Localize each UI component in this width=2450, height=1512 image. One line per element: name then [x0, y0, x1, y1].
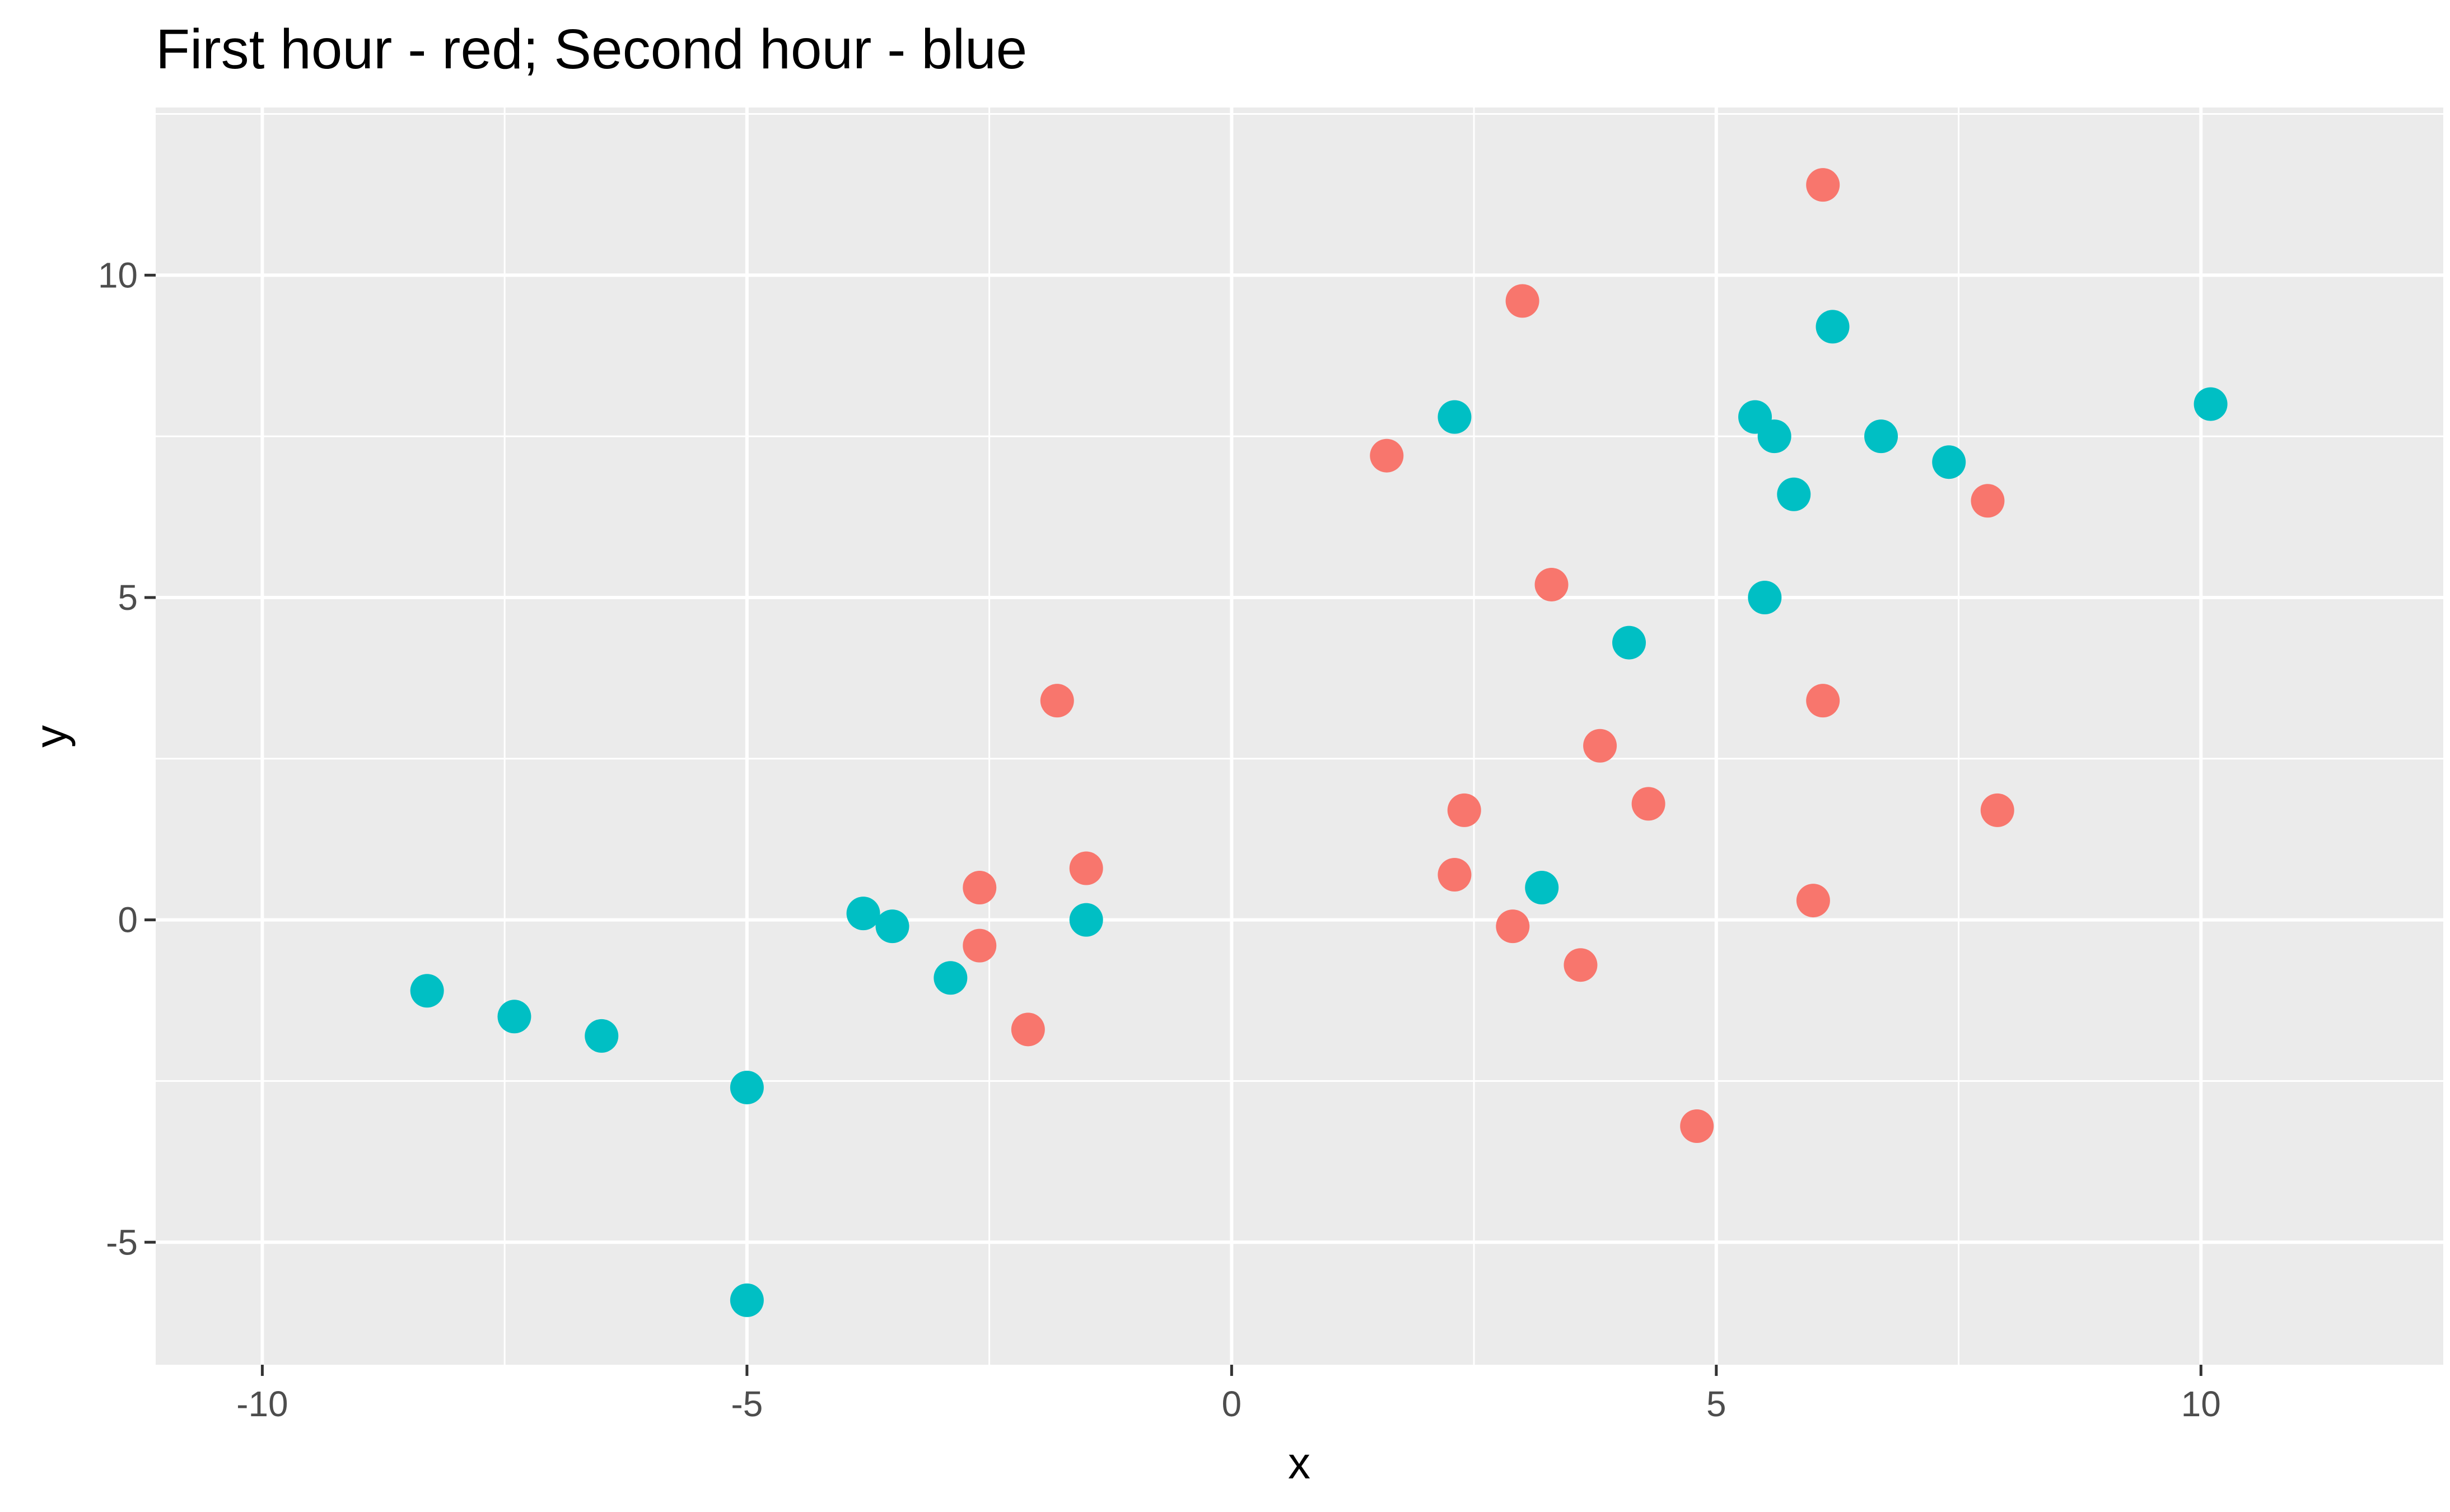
data-point-first-hour [1040, 684, 1074, 718]
data-point-first-hour [1806, 168, 1840, 202]
data-point-second-hour [1438, 400, 1472, 434]
data-point-second-hour [1816, 310, 1850, 344]
y-axis-title: y [26, 725, 76, 748]
data-point-second-hour [934, 961, 968, 995]
data-point-second-hour [1777, 477, 1811, 511]
data-point-first-hour [1583, 729, 1617, 763]
x-tick-labels: -10 -5 0 5 10 [236, 1384, 2221, 1424]
x-tick-label: 5 [1706, 1384, 1726, 1424]
data-point-first-hour [1438, 858, 1472, 892]
data-point-second-hour [410, 974, 444, 1008]
data-point-second-hour [730, 1070, 764, 1104]
data-point-first-hour [1806, 684, 1840, 718]
x-axis-title: x [1288, 1438, 1310, 1488]
data-point-first-hour [1011, 1012, 1045, 1047]
data-point-first-hour [1370, 438, 1404, 473]
data-point-first-hour [1971, 484, 2005, 518]
data-point-second-hour [497, 1000, 531, 1034]
y-tick-label: -5 [106, 1222, 138, 1262]
y-tick-labels: -5 0 5 10 [98, 255, 138, 1262]
x-tick-label: -5 [731, 1384, 763, 1424]
data-point-first-hour [963, 928, 997, 963]
grid-minor [156, 108, 2443, 1365]
data-point-second-hour [1757, 419, 1791, 454]
grid-major [156, 108, 2443, 1365]
data-point-second-hour [846, 897, 880, 931]
data-point-second-hour [875, 909, 909, 944]
plot-panel [156, 108, 2443, 1365]
data-point-second-hour [1525, 871, 1559, 905]
data-point-first-hour [1631, 787, 1665, 821]
axis-ticks [144, 273, 2202, 1376]
chart-title: First hour - red; Second hour - blue [156, 18, 1027, 81]
y-tick-label: 5 [118, 577, 138, 618]
data-point-second-hour [730, 1283, 764, 1317]
data-point-first-hour [1534, 567, 1569, 601]
data-point-first-hour [963, 871, 997, 905]
x-tick-label: 0 [1222, 1384, 1242, 1424]
data-point-second-hour [1932, 445, 1966, 479]
data-point-first-hour [1680, 1109, 1714, 1144]
x-tick-label: 10 [2181, 1384, 2221, 1424]
points-layer [410, 168, 2228, 1317]
data-point-second-hour [585, 1019, 619, 1053]
y-tick-label: 10 [98, 255, 138, 295]
data-point-first-hour [1505, 284, 1539, 318]
data-point-first-hour [1496, 909, 1530, 944]
x-tick-label: -10 [236, 1384, 288, 1424]
data-point-first-hour [1447, 793, 1481, 827]
data-point-second-hour [1864, 419, 1898, 454]
data-point-first-hour [1564, 948, 1598, 982]
data-point-second-hour [1612, 626, 1646, 660]
data-point-second-hour [1069, 903, 1103, 937]
data-point-first-hour [1980, 793, 2014, 827]
data-point-second-hour [2194, 387, 2228, 421]
y-tick-label: 0 [118, 900, 138, 940]
data-point-first-hour [1069, 851, 1103, 885]
data-point-second-hour [1748, 580, 1782, 614]
data-point-first-hour [1796, 884, 1830, 918]
